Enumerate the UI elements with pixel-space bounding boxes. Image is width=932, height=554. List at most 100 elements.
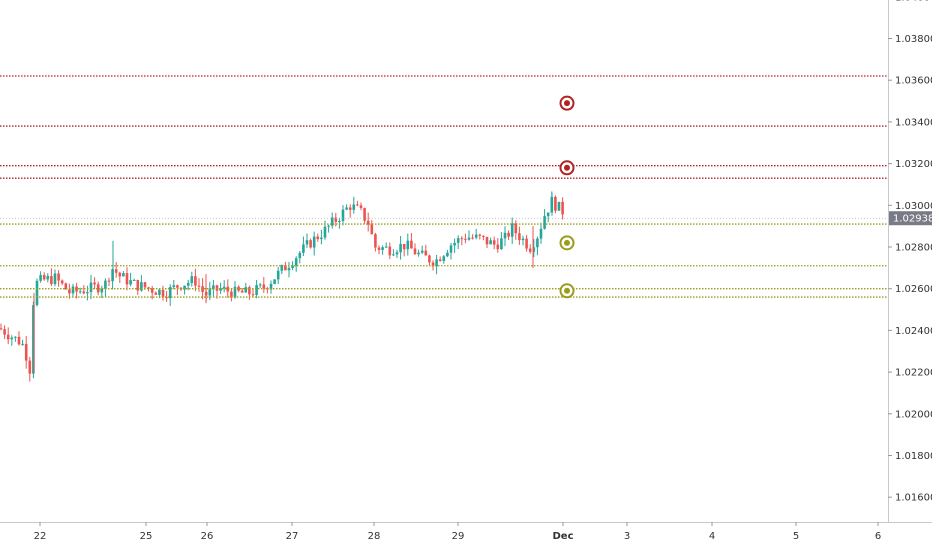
candle (456, 235, 460, 250)
resistance-target-marker[interactable] (559, 95, 575, 111)
candle-body (248, 287, 251, 295)
candle-body (532, 247, 536, 252)
candle-body (201, 286, 204, 292)
candle (93, 277, 96, 289)
candle (273, 279, 276, 285)
candle-body (500, 238, 503, 250)
candle (352, 196, 356, 214)
price-axis[interactable]: 1.04000 1.03800 1.03600 1.03400 1.03200 1.030… (888, 0, 932, 550)
candle-body (140, 282, 143, 291)
candle (86, 285, 89, 301)
time-tick-label: 5 (793, 531, 799, 542)
candle-body (222, 286, 226, 289)
candle-body (536, 238, 539, 248)
candle (42, 272, 46, 281)
candle-body (237, 286, 240, 291)
candle-body (125, 273, 129, 285)
candle (500, 232, 503, 250)
candle-body (50, 276, 53, 285)
candle-body (341, 209, 345, 222)
candle-body (467, 237, 471, 240)
candle (258, 282, 262, 288)
candle (46, 273, 50, 283)
candle-body (46, 276, 50, 280)
price-tick-label: 1.03200 (895, 159, 932, 170)
candle (39, 271, 42, 283)
candle-body (82, 291, 86, 294)
candle (521, 235, 525, 246)
candle-body (323, 226, 327, 238)
price-tick-label: 1.04000 (895, 0, 932, 3)
candle (28, 356, 32, 382)
candle (183, 285, 186, 295)
price-tick-label: 1.02200 (895, 368, 932, 379)
candle-body (305, 240, 309, 245)
support-target-marker[interactable] (559, 283, 575, 299)
candle-body (150, 288, 154, 293)
candle-body (312, 236, 316, 248)
resistance-target-marker[interactable] (559, 160, 575, 176)
candle-body (262, 284, 266, 289)
candle-body (215, 285, 219, 291)
candle (122, 270, 125, 277)
candle-body (276, 270, 280, 280)
candle (539, 222, 543, 244)
candle-body (100, 288, 104, 293)
candle-body (388, 246, 392, 256)
candle (464, 233, 467, 244)
candle-body (96, 284, 100, 293)
candle-body (75, 286, 78, 292)
time-axis[interactable]: 22 25 26 27 28 29 Dec 3 4 5 6 (0, 522, 932, 542)
candle (402, 243, 406, 257)
candle (518, 226, 521, 245)
candle (392, 249, 395, 257)
candle (338, 217, 341, 229)
candle (118, 271, 122, 283)
candle (359, 202, 363, 211)
candle (10, 335, 14, 346)
candle-body (240, 290, 244, 293)
candle (71, 283, 75, 298)
price-tick-label: 1.02400 (895, 326, 932, 337)
candle-body (503, 232, 507, 239)
candle-body (338, 221, 341, 223)
candle-body (190, 276, 194, 284)
candle-body (230, 291, 233, 298)
candle (417, 249, 420, 257)
candle (287, 261, 291, 278)
candle-body (492, 240, 496, 245)
price-tick-label: 1.03800 (895, 34, 932, 45)
candle (230, 288, 233, 302)
candle (35, 278, 39, 307)
time-tick-label: 4 (709, 531, 715, 542)
candle (53, 269, 57, 287)
candle-body (280, 265, 284, 271)
candle-body (28, 360, 32, 374)
candle-body (129, 280, 132, 285)
price-tick-label: 1.03600 (895, 76, 932, 87)
candle-body (93, 282, 96, 285)
candle-body (417, 252, 420, 255)
candle-body (402, 244, 406, 250)
candle (255, 280, 258, 299)
support-target-marker[interactable] (559, 235, 575, 251)
candle (503, 226, 507, 247)
candle (298, 250, 302, 264)
candle-body (320, 237, 323, 240)
candle (100, 285, 104, 299)
candle-body (244, 287, 248, 293)
candle-body (521, 238, 525, 241)
candle (453, 238, 456, 253)
candle (510, 217, 514, 244)
candle (374, 232, 377, 252)
price-tick-label: 1.02600 (895, 284, 932, 295)
candle (168, 284, 172, 306)
candle (222, 280, 226, 293)
price-tick-label: 1.03400 (895, 117, 932, 128)
candle-body (366, 220, 370, 225)
candle-body (345, 207, 348, 210)
candle (442, 255, 446, 264)
candle (532, 239, 536, 258)
